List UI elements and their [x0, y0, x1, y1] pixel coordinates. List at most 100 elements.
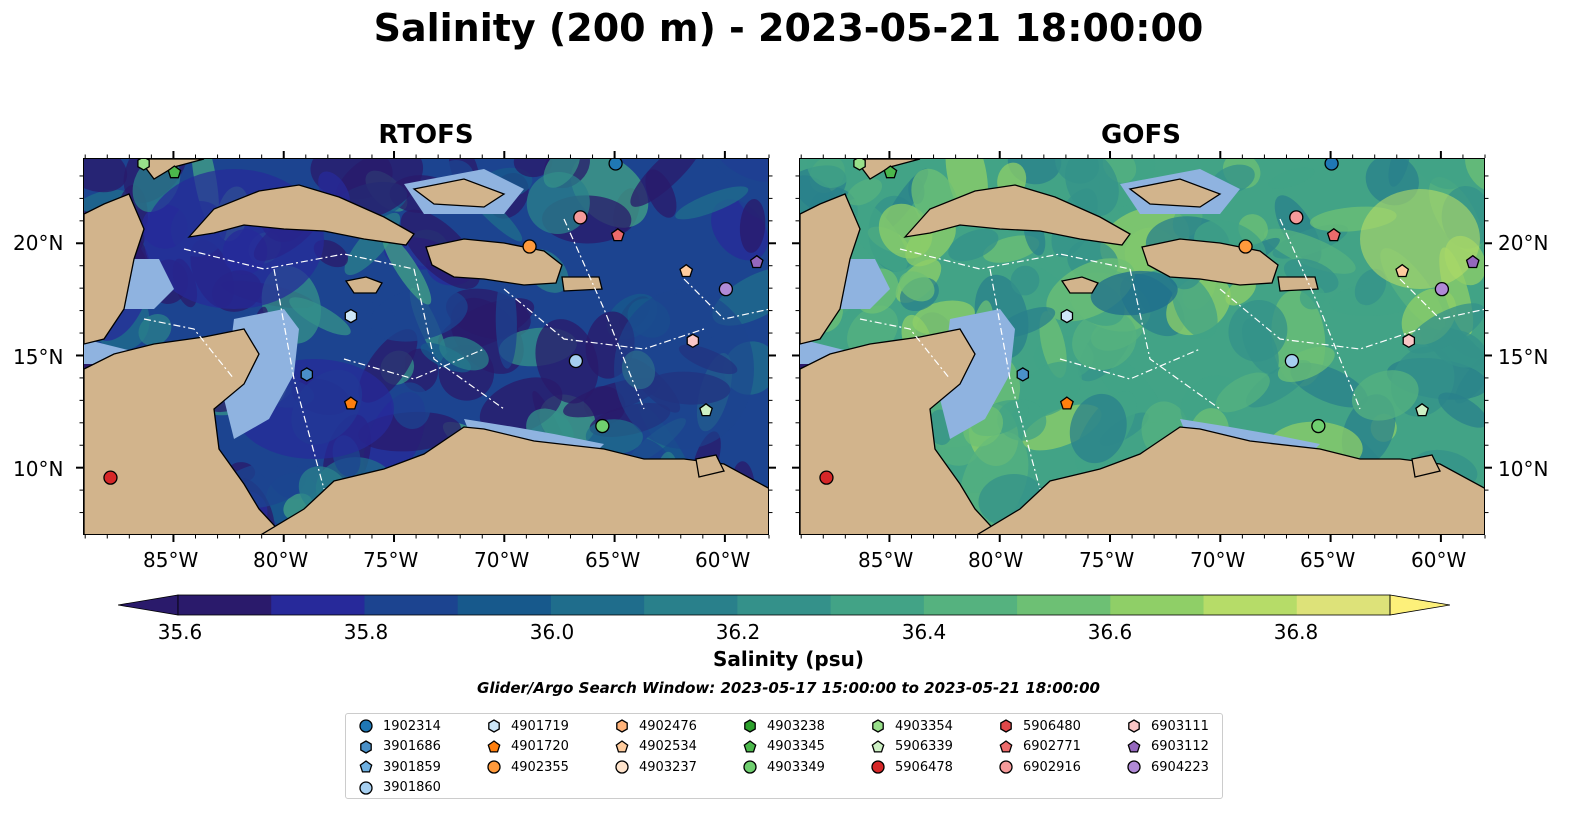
- eez-boundary-line: [143, 318, 235, 380]
- eez-boundary-line: [1059, 348, 1201, 380]
- legend-marker-5906339: [871, 739, 885, 753]
- x-tick-label: 80°W: [253, 548, 309, 572]
- legend-label: 4901719: [511, 718, 569, 734]
- salinity-patch: [1299, 285, 1326, 310]
- legend-label: 3901686: [383, 739, 441, 754]
- colorbar-swatch: [364, 595, 459, 615]
- gofs-salinity-map[interactable]: [799, 158, 1485, 535]
- land-puertorico: [561, 276, 603, 292]
- legend-label: 4903349: [767, 759, 825, 775]
- y-tick-label: 20°N: [13, 231, 64, 255]
- float-marker-4902355: [522, 239, 537, 254]
- land-northAm: [84, 193, 145, 345]
- salinity-patch: [84, 159, 128, 193]
- float-marker-6904223: [1434, 282, 1450, 297]
- legend-item-3901686: 3901686: [358, 737, 441, 757]
- colorbar-tick-label: 36.4: [901, 620, 947, 644]
- salinity-patch: [1072, 310, 1137, 371]
- legend-label: 6903112: [1151, 739, 1209, 754]
- legend-marker-4903237: [615, 760, 629, 774]
- legend-item-6903111: 6903111: [1126, 716, 1209, 736]
- legend-item-4902534: 4902534: [614, 737, 697, 757]
- colorbar-swatch: [923, 595, 1018, 615]
- salinity-patch: [806, 159, 854, 188]
- y-tick-label: 10°N: [13, 457, 64, 481]
- legend-marker-4902476: [616, 719, 628, 733]
- rtofs-salinity-map[interactable]: [83, 158, 769, 535]
- float-marker-4903354: [853, 159, 866, 171]
- salinity-patch: [846, 178, 883, 206]
- salinity-patch: [739, 199, 766, 253]
- colorbar-tick-label: 36.0: [529, 620, 575, 644]
- float-marker-4902534: [1395, 263, 1410, 278]
- eez-boundary-line: [413, 268, 505, 410]
- eez-boundary-line: [683, 278, 768, 320]
- panel-title-gofs: GOFS: [1101, 120, 1181, 150]
- colorbar-swatch: [178, 595, 272, 615]
- legend-marker-6903111: [1128, 719, 1140, 733]
- salinity-patch: [1268, 167, 1315, 189]
- salinity-patch: [1277, 346, 1335, 383]
- legend-label: 5906339: [895, 739, 953, 754]
- land-jamaica: [344, 276, 383, 294]
- eez-boundary-line: [1279, 218, 1361, 410]
- salinity-patch: [846, 198, 908, 272]
- y-tick-label: 15°N: [1498, 345, 1549, 369]
- float-marker-5906478: [819, 470, 834, 485]
- legend-label: 1902314: [383, 718, 441, 734]
- float-marker-4903349: [1311, 418, 1326, 434]
- legend-item-4903238: 4903238: [742, 716, 825, 736]
- salinity-patch: [334, 159, 424, 220]
- legend-marker-6904223: [1127, 760, 1141, 774]
- eez-boundary-line: [859, 318, 951, 380]
- legend-item-4903349: 4903349: [742, 757, 825, 777]
- float-marker-1902314: [1324, 159, 1339, 171]
- salinity-colorbar: [117, 592, 1451, 618]
- legend-marker-4902534: [615, 739, 629, 753]
- eez-boundary-line: [1219, 288, 1421, 350]
- salinity-patch: [1438, 392, 1484, 428]
- eez-boundary-line: [989, 268, 1041, 490]
- legend-label: 4901720: [511, 739, 569, 754]
- legend-marker-3901859: [359, 760, 373, 773]
- salinity-patch: [1360, 189, 1480, 289]
- legend-marker-3901686: [360, 739, 372, 754]
- salinity-patch: [1090, 270, 1178, 316]
- legend-item-6904223: 6904223: [1126, 757, 1209, 777]
- y-tick-label: 10°N: [1498, 457, 1549, 481]
- salinity-patch: [1263, 228, 1356, 274]
- float-marker-6902916: [573, 210, 588, 225]
- salinity-patch: [630, 159, 705, 207]
- colorbar-swatch: [644, 595, 738, 615]
- salinity-patch: [495, 275, 517, 369]
- float-marker-4901720: [1059, 396, 1074, 410]
- salinity-patch: [1465, 159, 1484, 192]
- legend-label: 6902771: [1023, 739, 1081, 754]
- float-marker-6903112: [749, 254, 764, 269]
- legend-item-4901719: 4901719: [486, 716, 569, 736]
- legend-label: 6903111: [1151, 718, 1209, 734]
- float-marker-5906478: [103, 470, 118, 485]
- colorbar-extend-low: [117, 594, 179, 616]
- eez-boundary-line: [563, 218, 645, 410]
- legend-item-4902476: 4902476: [614, 716, 697, 736]
- salinity-patch: [878, 203, 933, 259]
- salinity-patch: [713, 159, 768, 191]
- x-tick-label: 75°W: [1079, 548, 1135, 572]
- legend-label: 3901860: [383, 780, 441, 795]
- legend-item-3901860: 3901860: [358, 778, 441, 798]
- salinity-patch: [675, 186, 749, 220]
- colorbar-swatch: [1296, 595, 1391, 615]
- colorbar-swatch: [1203, 595, 1298, 615]
- land-southAm: [977, 426, 1484, 534]
- eez-boundary-line: [503, 288, 705, 350]
- legend-marker-6903112: [1127, 739, 1141, 753]
- panel-title-rtofs: RTOFS: [378, 120, 474, 150]
- colorbar-swatch: [1110, 595, 1205, 615]
- legend-label: 4903238: [767, 718, 825, 734]
- salinity-patch: [712, 267, 768, 326]
- legend-marker-6902771: [999, 739, 1013, 753]
- legend-item-4902355: 4902355: [486, 757, 569, 777]
- salinity-patch: [1039, 311, 1067, 378]
- colorbar-frame: [177, 594, 1391, 616]
